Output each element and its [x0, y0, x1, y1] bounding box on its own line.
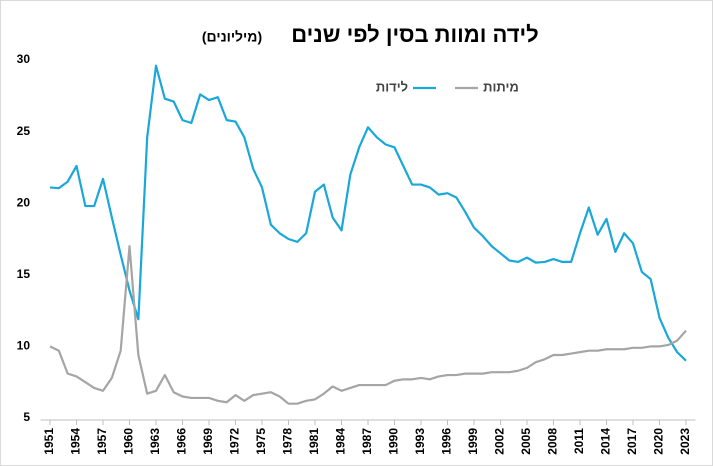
- x-tick-label: 2008: [546, 428, 560, 455]
- x-tick-label: 1951: [42, 428, 56, 455]
- x-tick-label: 1984: [334, 428, 348, 455]
- x-tick-label: 2023: [678, 428, 692, 455]
- y-tick-label: 25: [17, 124, 31, 138]
- x-tick-label: 1978: [281, 428, 295, 455]
- y-tick-label: 20: [17, 195, 31, 209]
- series-line: [49, 245, 687, 405]
- x-tick-label: 1954: [69, 428, 83, 455]
- x-tick-label: 1963: [148, 428, 162, 455]
- x-tick-label: 1972: [228, 428, 242, 455]
- x-tick-label: 2014: [599, 428, 613, 455]
- x-tick-label: 2017: [625, 428, 639, 455]
- legend-label: מיתות: [483, 79, 519, 94]
- y-tick-label: 15: [17, 267, 31, 281]
- legend-label: לידות: [376, 79, 408, 94]
- x-tick-label: 2011: [572, 428, 586, 454]
- x-tick-label: 1996: [440, 428, 454, 455]
- x-tick-label: 2020: [652, 428, 666, 455]
- x-tick-label: 1999: [466, 428, 480, 455]
- x-tick-label: 1981: [307, 428, 321, 455]
- y-tick-label: 30: [17, 52, 31, 66]
- x-tick-label: 2002: [493, 428, 507, 455]
- y-tick-label: 5: [23, 410, 30, 424]
- x-tick-label: 1957: [95, 428, 109, 455]
- x-tick-label: 1993: [413, 428, 427, 455]
- y-tick-label: 10: [17, 339, 31, 353]
- x-tick-label: 1960: [122, 428, 136, 455]
- x-tick-label: 2005: [519, 428, 533, 455]
- x-tick-label: 1969: [201, 428, 215, 455]
- chart-subtitle: (מיליונים): [202, 29, 262, 45]
- x-tick-label: 1990: [387, 428, 401, 455]
- series-line: [49, 64, 687, 362]
- x-tick-label: 1975: [254, 428, 268, 455]
- x-tick-label: 1987: [360, 428, 374, 455]
- x-tick-label: 1966: [175, 428, 189, 455]
- chart-title: לידה ומוות בסין לפי שנים: [291, 22, 538, 47]
